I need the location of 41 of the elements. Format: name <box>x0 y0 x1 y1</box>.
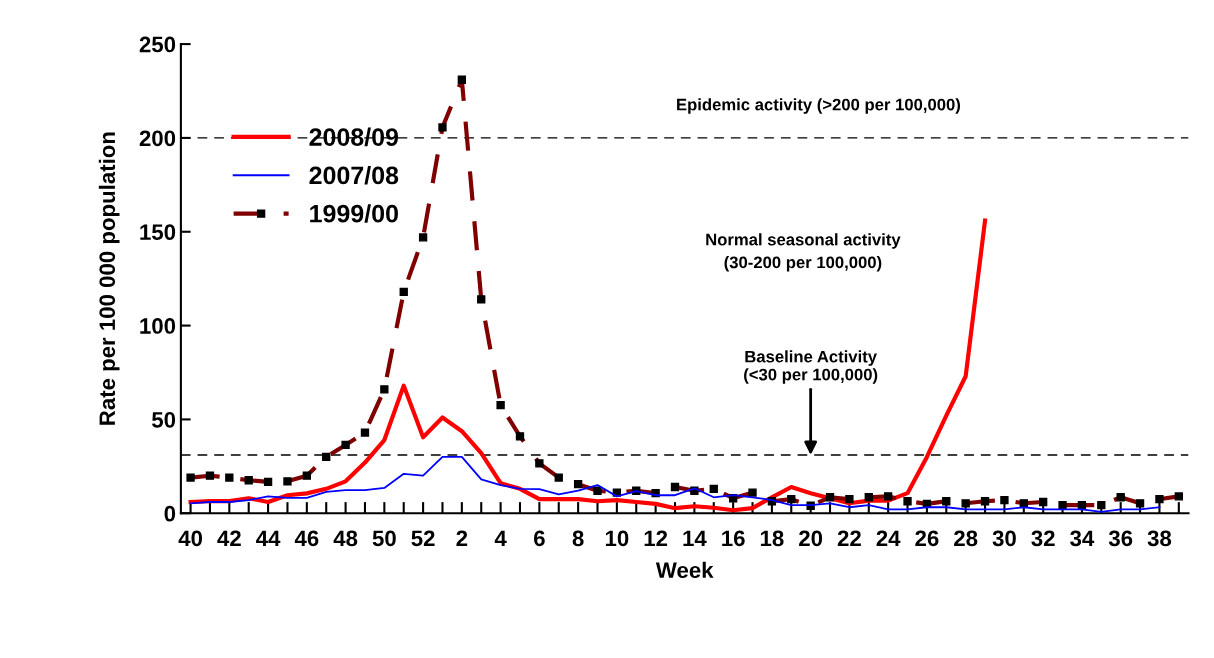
x-tick-label: 12 <box>644 530 668 547</box>
annotation: Normal seasonal activity (30-200 per 100,000) <box>706 233 901 272</box>
x-tick-label: 42 <box>217 530 241 547</box>
x-tick-label: 20 <box>799 530 823 547</box>
x-tick-label: 36 <box>1108 530 1133 547</box>
y-tick-label: 250 <box>139 36 176 53</box>
x-tick-label: 8 <box>572 530 584 547</box>
legend-label: 2008/09 <box>309 127 399 147</box>
annotation: Baseline Activity (<30 per 100,000) <box>744 350 878 384</box>
annotation: Epidemic activity (>200 per 100,000) <box>677 98 961 114</box>
x-tick-label: 14 <box>683 530 707 547</box>
x-tick-label: 2 <box>456 530 468 547</box>
x-tick-label: 22 <box>837 530 861 547</box>
legend-label: 2007/08 <box>309 165 399 185</box>
y-tick-label: 0 <box>164 505 176 522</box>
x-tick-label: 4 <box>494 530 507 547</box>
x-tick-label: 40 <box>178 530 203 547</box>
x-tick-label: 28 <box>954 530 978 547</box>
x-tick-label: 32 <box>1031 530 1055 547</box>
y-tick-label: 50 <box>151 411 176 428</box>
x-tick-label: 34 <box>1070 530 1095 547</box>
legend-label: 1999/00 <box>310 204 398 223</box>
x-tick-label: 30 <box>992 530 1016 547</box>
y-axis-title: Rate per 100 000 population <box>98 132 120 425</box>
x-tick-label: 16 <box>722 530 745 547</box>
x-tick-label: 10 <box>605 530 629 547</box>
y-tick-label: 100 <box>140 318 176 334</box>
x-tick-label: 48 <box>333 530 358 547</box>
y-tick-label: 150 <box>140 224 176 241</box>
x-tick-label: 46 <box>294 530 319 547</box>
x-tick-label: 24 <box>876 530 901 547</box>
x-tick-label: 38 <box>1147 530 1172 547</box>
x-tick-label: 50 <box>372 530 396 547</box>
y-tick-label: 200 <box>139 130 176 147</box>
x-tick-label: 44 <box>256 530 281 547</box>
x-tick-label: 18 <box>760 530 784 547</box>
x-axis-title: Week <box>655 561 714 579</box>
x-tick-label: 6 <box>534 530 545 547</box>
x-tick-label: 26 <box>915 530 939 547</box>
line-series <box>189 456 1161 513</box>
x-tick-label: 52 <box>411 530 435 547</box>
